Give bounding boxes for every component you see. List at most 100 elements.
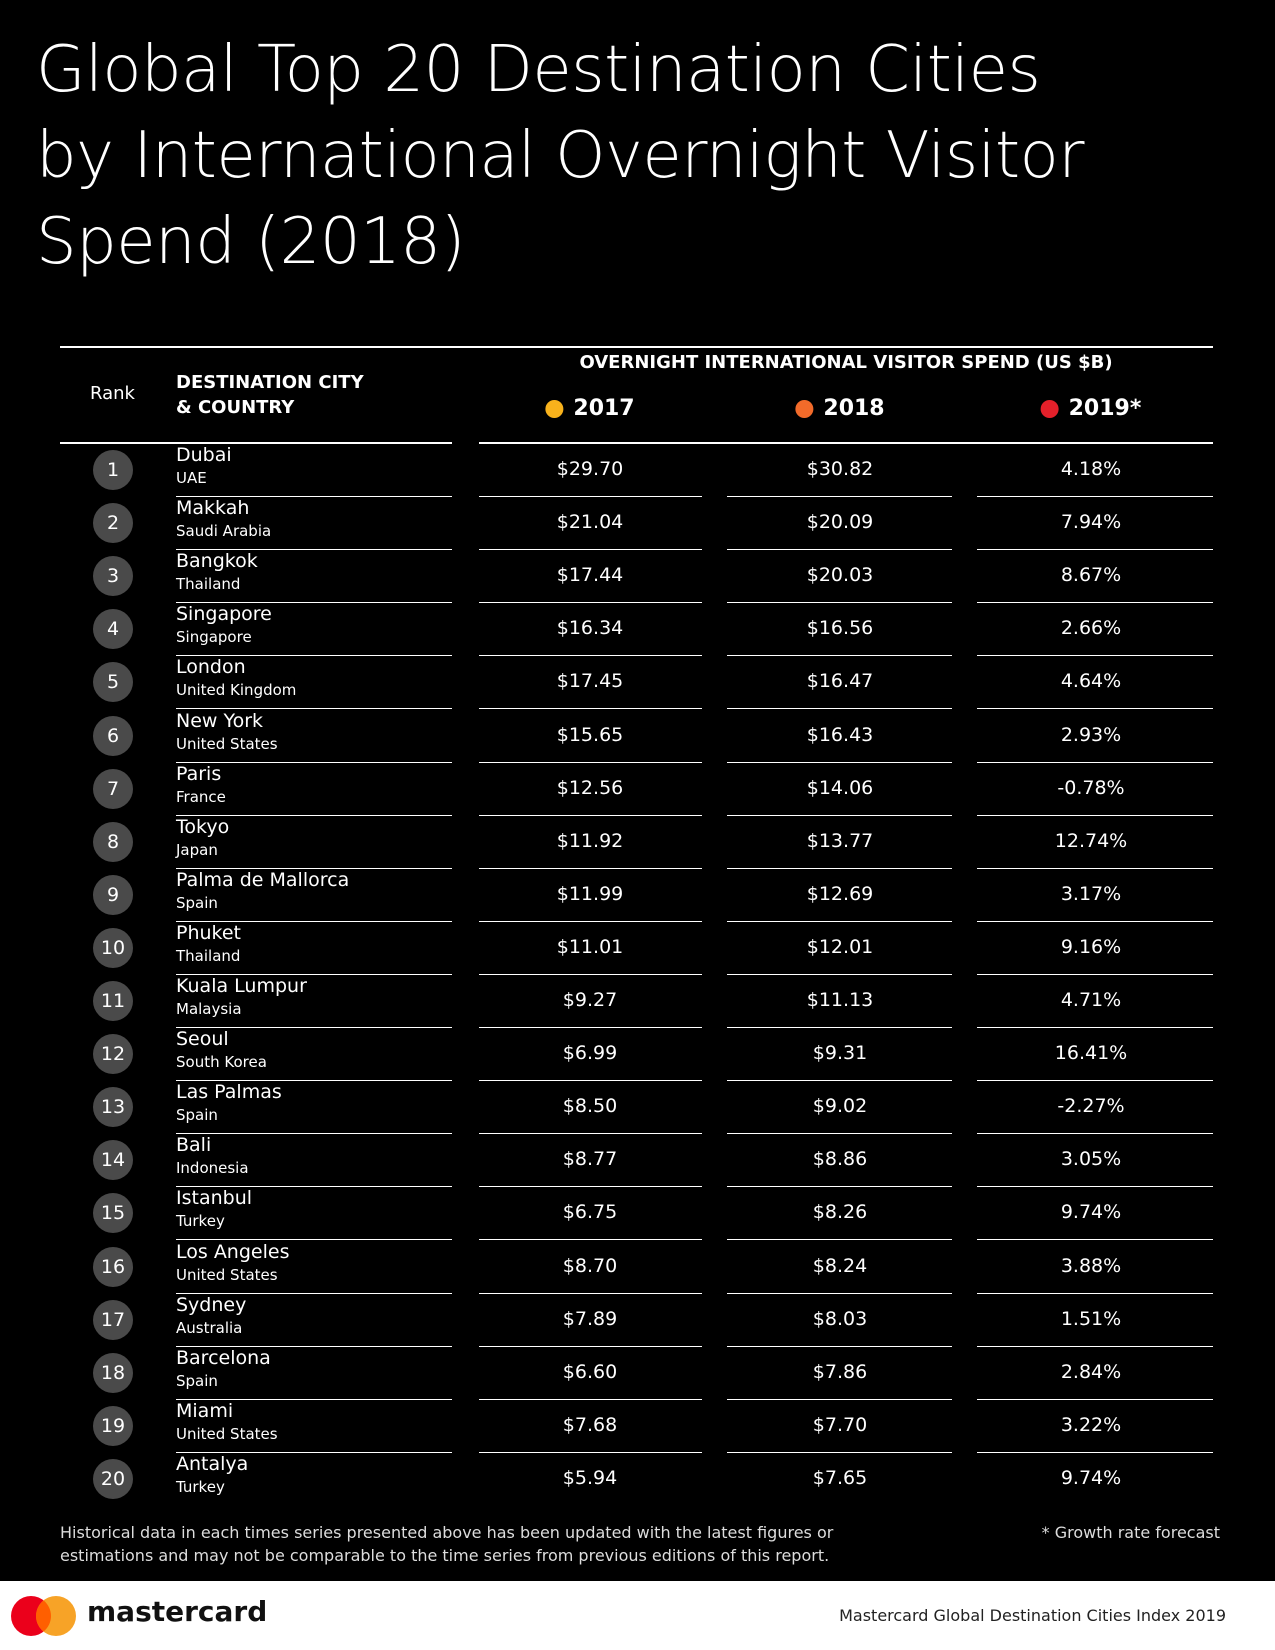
value: $20.03 xyxy=(806,564,874,587)
rule xyxy=(727,761,952,763)
rule xyxy=(977,761,1213,763)
rank-badge: 3 xyxy=(93,556,133,597)
city: Barcelona xyxy=(176,1346,271,1369)
value: $7.86 xyxy=(812,1360,868,1383)
rank-badge: 11 xyxy=(93,981,133,1021)
value: $8.24 xyxy=(812,1254,868,1277)
rule xyxy=(977,1345,1213,1347)
city: Makkah xyxy=(176,497,250,520)
country: Thailand xyxy=(176,575,241,594)
country: Spain xyxy=(176,1371,218,1390)
city: Dubai xyxy=(176,444,232,466)
value: 4.64% xyxy=(1060,670,1122,693)
rule xyxy=(479,602,702,604)
rule xyxy=(479,1080,702,1082)
title-line: Spend (2018) xyxy=(36,205,465,279)
city: Palma de Mallorca xyxy=(176,868,350,891)
rule xyxy=(479,1451,702,1453)
rule xyxy=(479,814,702,816)
value: $16.47 xyxy=(806,670,874,693)
rule xyxy=(977,973,1213,975)
rule xyxy=(727,549,952,551)
value: 3.88% xyxy=(1060,1254,1122,1277)
value: $12.56 xyxy=(556,776,624,799)
rule xyxy=(727,973,952,975)
footnote: Historical data in each times series pre… xyxy=(60,1523,834,1542)
value: $14.06 xyxy=(806,776,874,799)
value: $8.77 xyxy=(562,1148,618,1171)
rule xyxy=(479,867,702,869)
legend-dot xyxy=(545,399,564,418)
rule xyxy=(977,920,1213,922)
rule xyxy=(479,1186,702,1188)
value: 9.16% xyxy=(1060,935,1122,958)
legend-dot xyxy=(1040,399,1059,418)
rule xyxy=(727,1186,952,1188)
value: 16.41% xyxy=(1054,1042,1128,1065)
rule xyxy=(977,814,1213,816)
rule xyxy=(60,346,1213,348)
rule xyxy=(479,496,702,497)
rank-badge: 10 xyxy=(93,927,133,968)
value: $21.04 xyxy=(556,511,624,534)
city: London xyxy=(176,656,246,679)
value: $7.68 xyxy=(562,1413,618,1436)
column-header: 2017 xyxy=(545,396,635,421)
city: Singapore xyxy=(176,603,272,626)
value: $11.13 xyxy=(806,989,874,1011)
country: South Korea xyxy=(176,1053,267,1072)
value: $16.56 xyxy=(806,617,874,640)
country: United States xyxy=(176,1424,278,1443)
brand: mastercard xyxy=(87,1595,268,1628)
title-line: by International Overnight Visitor xyxy=(36,119,1085,193)
value: $7.89 xyxy=(562,1307,618,1330)
city: Seoul xyxy=(176,1028,229,1051)
city: Sydney xyxy=(176,1293,247,1316)
rule xyxy=(977,1027,1213,1028)
rank-badge: 4 xyxy=(93,609,133,650)
rank-badge: 14 xyxy=(93,1140,133,1181)
rank-badge: 12 xyxy=(93,1034,133,1075)
rule xyxy=(479,920,702,922)
rule xyxy=(176,1080,452,1082)
rank-header: Rank xyxy=(90,383,135,404)
rule xyxy=(479,549,702,551)
rule xyxy=(977,867,1213,869)
rank-badge: 13 xyxy=(93,1087,133,1128)
value: $7.70 xyxy=(812,1413,868,1436)
footer-bar: mastercard Mastercard Global Destination … xyxy=(0,1581,1275,1650)
rule xyxy=(479,1345,702,1347)
rule xyxy=(727,655,952,657)
value: 12.74% xyxy=(1054,829,1128,852)
rank-badge: 6 xyxy=(93,715,133,756)
rule xyxy=(727,1345,952,1347)
rule xyxy=(479,761,702,763)
city: Kuala Lumpur xyxy=(176,975,307,997)
rule xyxy=(479,1027,702,1028)
city: Bali xyxy=(176,1134,212,1157)
rule xyxy=(727,496,952,497)
rule xyxy=(479,655,702,657)
group-header: OVERNIGHT INTERNATIONAL VISITOR SPEND (U… xyxy=(579,352,1113,373)
city: Los Angeles xyxy=(176,1240,290,1263)
city: New York xyxy=(176,709,264,732)
rule xyxy=(977,1133,1213,1135)
rule xyxy=(479,1239,702,1241)
city: Phuket xyxy=(176,921,242,944)
value: 9.74% xyxy=(1060,1201,1122,1224)
rule xyxy=(727,814,952,816)
country: United States xyxy=(176,734,278,753)
rule xyxy=(977,655,1213,657)
footnote: estimations and may not be comparable to… xyxy=(60,1546,830,1565)
rank-badge: 5 xyxy=(93,662,133,703)
country: Turkey xyxy=(176,1212,225,1231)
rule xyxy=(977,1239,1213,1241)
value: 8.67% xyxy=(1060,564,1122,587)
column-header: 2018 xyxy=(795,396,885,421)
value: 3.05% xyxy=(1060,1148,1122,1171)
rank-badge: 18 xyxy=(93,1352,133,1393)
value: $20.09 xyxy=(806,511,874,534)
city: Bangkok xyxy=(176,550,258,573)
value: $7.65 xyxy=(812,1466,868,1489)
city-header: & COUNTRY xyxy=(176,397,295,418)
